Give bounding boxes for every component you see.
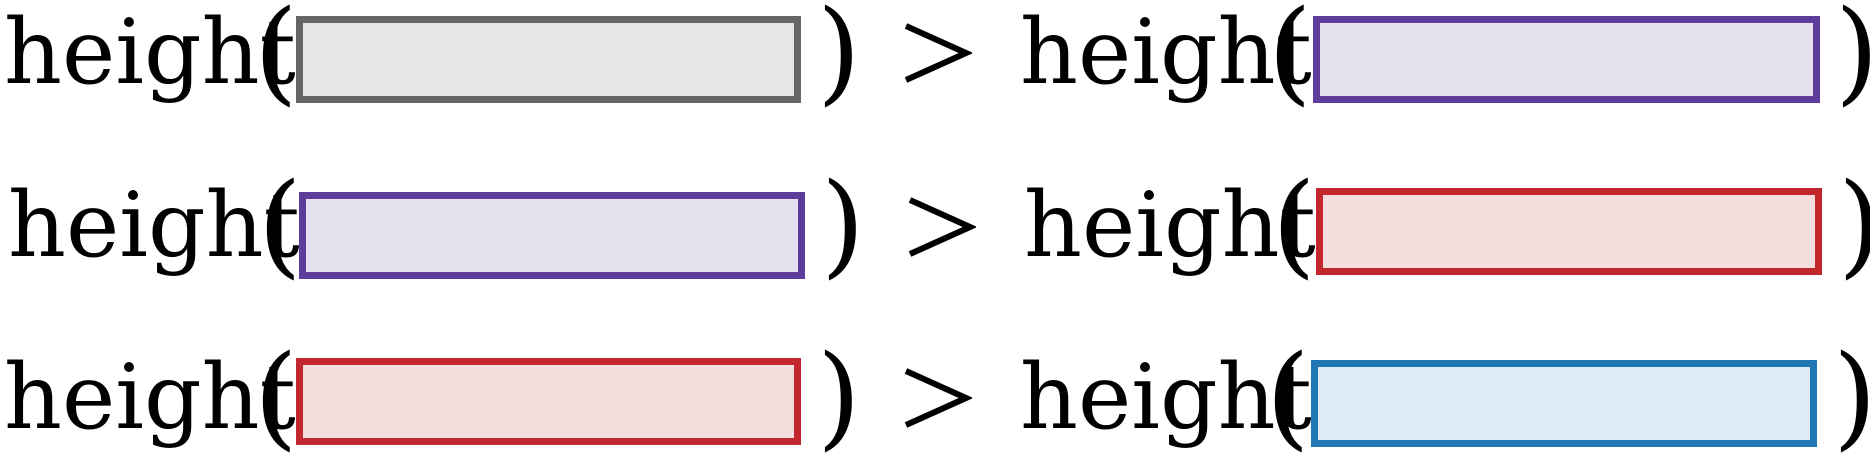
open-paren-left: ( bbox=[258, 160, 302, 290]
gray-box bbox=[296, 16, 801, 103]
height-label-left: height bbox=[8, 173, 300, 278]
greater-than-symbol bbox=[908, 197, 976, 257]
red-box bbox=[1316, 188, 1822, 275]
purple-box bbox=[299, 192, 805, 279]
comparison-row-3: height ( ) height ( ) bbox=[0, 341, 1870, 453]
comparison-row-2: height ( ) height ( ) bbox=[0, 169, 1870, 281]
height-label-right: height bbox=[1024, 173, 1316, 278]
close-paren-right: ) bbox=[1833, 341, 1870, 453]
close-paren-left: ) bbox=[817, 332, 861, 462]
height-label-left: height bbox=[4, 345, 296, 450]
close-paren-left: ) bbox=[821, 160, 865, 290]
close-paren-right: ) bbox=[1835, 0, 1870, 108]
height-label-right: height bbox=[1020, 0, 1312, 105]
greater-than-symbol bbox=[904, 23, 972, 83]
open-paren-right: ( bbox=[1268, 0, 1312, 117]
height-label-right: height bbox=[1020, 345, 1312, 450]
open-paren-left: ( bbox=[254, 332, 298, 462]
greater-than-symbol bbox=[904, 368, 972, 428]
blue-box bbox=[1311, 360, 1817, 447]
comparison-row-1: height ( ) height ( ) bbox=[0, 0, 1870, 108]
open-paren-left: ( bbox=[254, 0, 298, 117]
red-box bbox=[296, 358, 801, 445]
open-paren-right: ( bbox=[1272, 160, 1316, 290]
open-paren-right: ( bbox=[1266, 332, 1310, 462]
close-paren-left: ) bbox=[817, 0, 861, 117]
height-label-left: height bbox=[4, 0, 296, 105]
purple-box bbox=[1313, 16, 1820, 103]
close-paren-right: ) bbox=[1838, 169, 1870, 281]
